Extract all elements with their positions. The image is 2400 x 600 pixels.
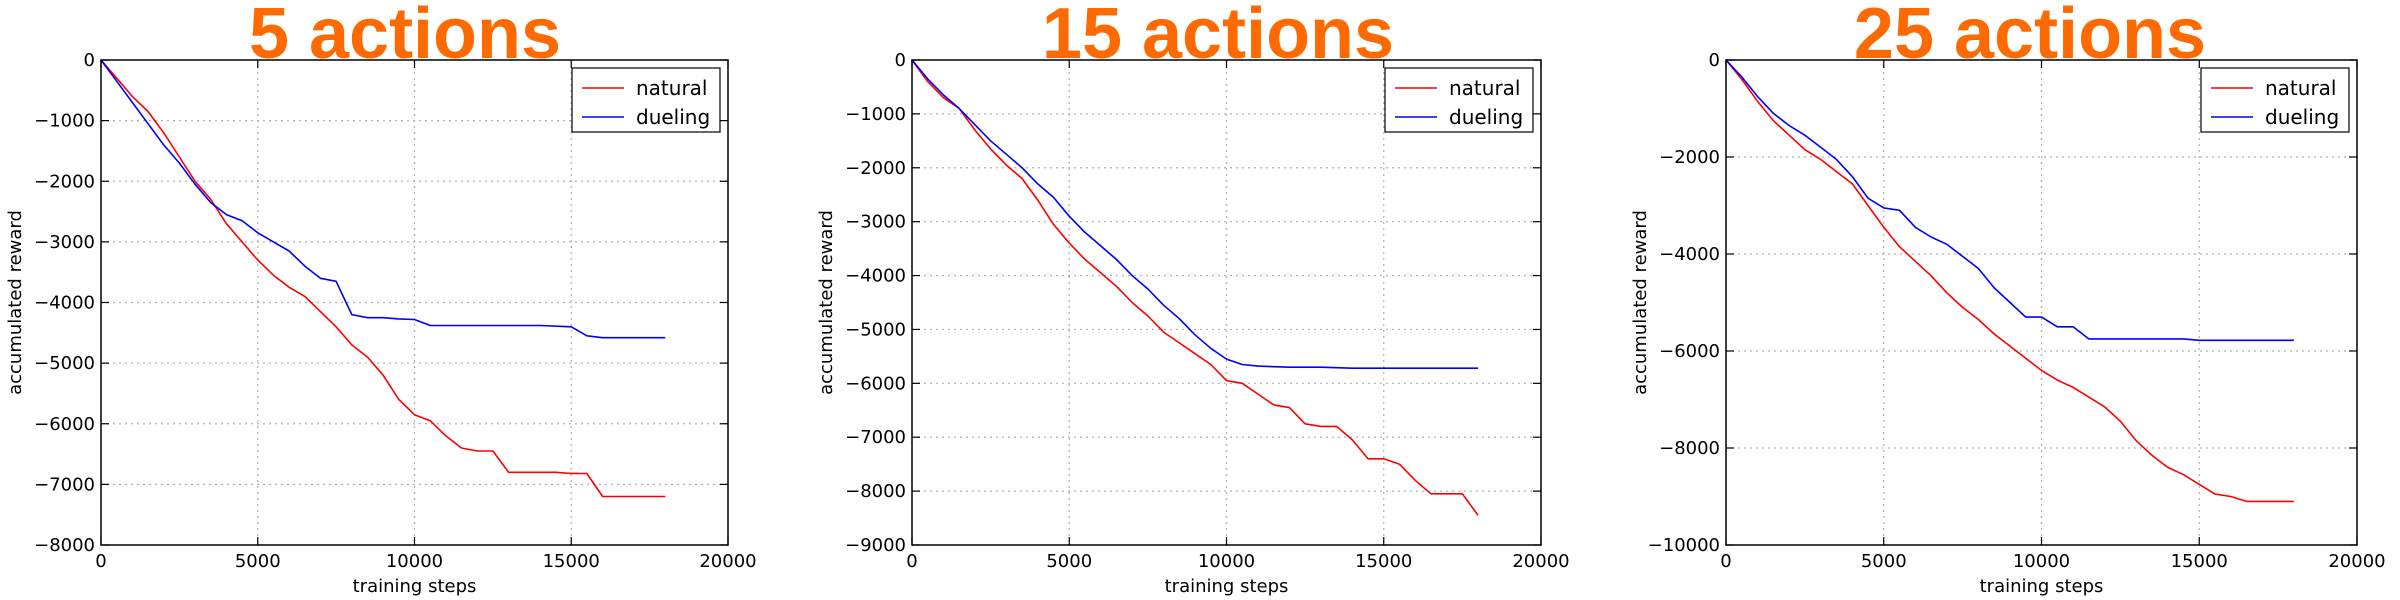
legend-label-dueling: dueling [636,105,710,129]
x-tick-label: 20000 [699,551,756,572]
y-tick-label: −4000 [34,293,95,314]
chart-panel-1: 0 5000 10000 15000 20000 0 −1000 −2000 −3000 −400… [816,0,1570,597]
y-tick-label: −4000 [1659,244,1720,265]
legend-box [571,67,721,133]
x-tick-label: 15000 [2171,551,2228,572]
x-tick-label: 5000 [1046,551,1092,572]
x-axis-label: training steps [1165,576,1289,597]
y-tick-label: −1000 [34,111,95,132]
x-tick-label: 0 [95,551,106,572]
y-tick-label: −6000 [1659,341,1720,362]
legend-label-dueling: dueling [2265,105,2339,129]
chart-panel-0: 0 5000 10000 15000 20000 0 −1000 −2000 −3000 −400… [5,0,757,597]
legend: natural dueling [1384,67,1534,133]
x-tick-label: 15000 [1355,551,1412,572]
y-tick-label: −5000 [34,353,95,374]
legend: natural dueling [571,67,721,133]
y-tick-label: −3000 [845,212,906,233]
y-tick-label: −6000 [845,373,906,394]
y-axis-label: accumulated reward [816,210,837,395]
y-tick-label: −2000 [1659,147,1720,168]
x-axis-label: training steps [1980,576,2104,597]
x-tick-label: 10000 [386,551,443,572]
y-axis-label: accumulated reward [1630,210,1651,395]
chart-title: 5 actions [249,0,561,74]
x-tick-label: 20000 [1512,551,1569,572]
legend-label-dueling: dueling [1449,105,1523,129]
series-line-natural [101,60,666,498]
chart-title: 15 actions [1042,0,1394,74]
series-line-natural [1726,60,2294,503]
y-tick-label: −2000 [34,171,95,192]
x-tick-label: 0 [1720,551,1731,572]
series-line-dueling [1726,60,2294,342]
chart-title: 25 actions [1854,0,2206,74]
x-tick-label: 0 [906,551,917,572]
y-tick-label: −7000 [845,427,906,448]
chart-panel-2: 0 5000 10000 15000 20000 0 −2000 −4000 −6000 −800… [1630,0,2386,597]
y-tick-label: −8000 [1659,438,1720,459]
x-tick-label: 10000 [2013,551,2070,572]
y-tick-label: −4000 [845,266,906,287]
y-tick-label: −8000 [845,481,906,502]
y-tick-label: −5000 [845,319,906,340]
legend-label-natural: natural [1449,76,1520,100]
legend-label-natural: natural [2265,76,2336,100]
y-axis-label: accumulated reward [5,210,26,395]
y-tick-label: −6000 [34,414,95,435]
y-tick-label: −1000 [845,104,906,125]
x-tick-label: 10000 [1198,551,1255,572]
y-tick-label: −10000 [1648,535,1720,556]
x-tick-label: 15000 [543,551,600,572]
x-tick-label: 5000 [1861,551,1907,572]
series-line-dueling [912,60,1479,370]
y-tick-label: 0 [895,50,906,71]
x-axis-label: training steps [353,576,477,597]
y-tick-label: −2000 [845,158,906,179]
y-tick-label: −7000 [34,474,95,495]
x-tick-label: 5000 [235,551,281,572]
legend-box [2200,67,2350,133]
y-tick-label: 0 [84,50,95,71]
y-tick-label: −8000 [34,535,95,556]
legend-label-natural: natural [636,76,707,100]
legend-box [1384,67,1534,133]
y-tick-label: −3000 [34,232,95,253]
legend: natural dueling [2200,67,2350,133]
x-tick-label: 20000 [2328,551,2385,572]
series-line-natural [912,60,1479,516]
y-tick-label: 0 [1709,50,1720,71]
series-line-dueling [101,60,666,339]
y-tick-label: −9000 [845,535,906,556]
